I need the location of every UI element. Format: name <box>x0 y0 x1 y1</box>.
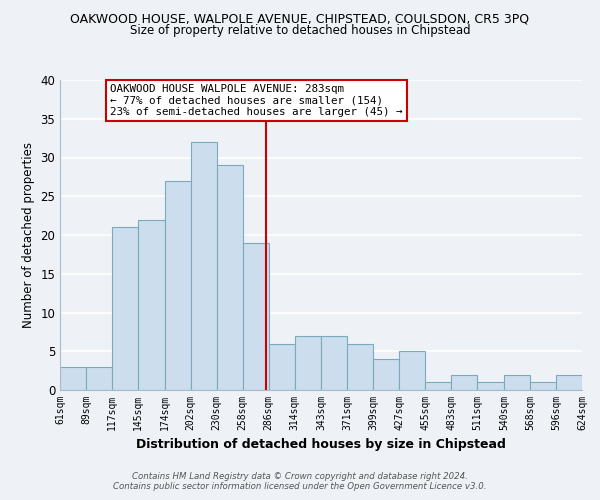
Bar <box>504 374 530 390</box>
Bar <box>138 220 165 390</box>
Bar <box>477 382 504 390</box>
Text: Contains public sector information licensed under the Open Government Licence v3: Contains public sector information licen… <box>113 482 487 491</box>
Bar <box>556 374 582 390</box>
Bar <box>60 367 86 390</box>
Bar <box>322 336 347 390</box>
Text: OAKWOOD HOUSE, WALPOLE AVENUE, CHIPSTEAD, COULSDON, CR5 3PQ: OAKWOOD HOUSE, WALPOLE AVENUE, CHIPSTEAD… <box>70 12 530 26</box>
Bar <box>165 180 191 390</box>
Bar <box>86 367 112 390</box>
Bar <box>191 142 217 390</box>
Bar <box>373 359 400 390</box>
Bar <box>425 382 451 390</box>
Bar <box>451 374 477 390</box>
Bar <box>530 382 556 390</box>
Bar <box>400 351 425 390</box>
Y-axis label: Number of detached properties: Number of detached properties <box>22 142 35 328</box>
Text: Size of property relative to detached houses in Chipstead: Size of property relative to detached ho… <box>130 24 470 37</box>
Bar <box>217 165 242 390</box>
Text: Contains HM Land Registry data © Crown copyright and database right 2024.: Contains HM Land Registry data © Crown c… <box>132 472 468 481</box>
X-axis label: Distribution of detached houses by size in Chipstead: Distribution of detached houses by size … <box>136 438 506 452</box>
Bar <box>112 227 138 390</box>
Text: OAKWOOD HOUSE WALPOLE AVENUE: 283sqm
← 77% of detached houses are smaller (154)
: OAKWOOD HOUSE WALPOLE AVENUE: 283sqm ← 7… <box>110 84 403 117</box>
Bar <box>269 344 295 390</box>
Bar <box>347 344 373 390</box>
Bar <box>295 336 322 390</box>
Bar <box>242 243 269 390</box>
